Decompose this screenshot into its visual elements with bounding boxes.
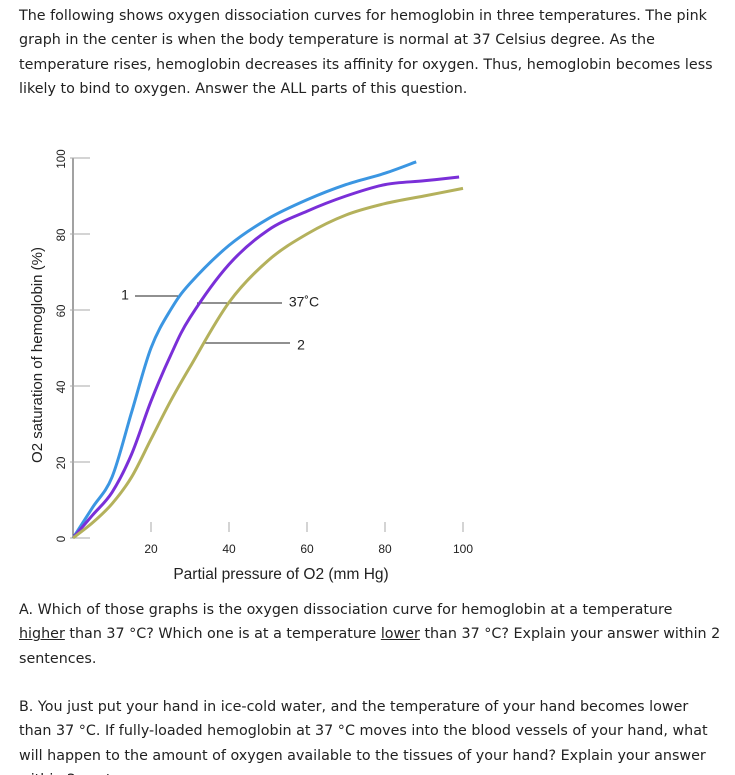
- intro-text: The following shows oxygen dissociation …: [19, 8, 713, 97]
- x-tick-label: 60: [300, 542, 314, 556]
- text: A. Which of those graphs is the oxygen d…: [19, 602, 673, 618]
- chart: O2 saturation of hemoglobin (%) Partial …: [29, 149, 473, 583]
- curve: [71, 175, 460, 539]
- text: higher: [19, 626, 65, 643]
- x-tick-label: 100: [453, 542, 473, 556]
- y-tick-label: 20: [56, 457, 68, 470]
- annotation: 1: [121, 287, 129, 303]
- curve: [71, 160, 417, 539]
- text: lower: [380, 626, 420, 643]
- text: than 37 °C? Which one is at a temperatur…: [64, 626, 381, 643]
- annotation: 37˚C: [289, 294, 319, 310]
- y-axis-label: O2 saturation of hemoglobin (%): [29, 247, 46, 463]
- x-tick-label: 20: [144, 542, 158, 556]
- y-tick-label: 40: [56, 381, 68, 394]
- y-tick-label: 80: [56, 229, 68, 242]
- curve: [72, 186, 464, 540]
- y-tick-label: 0: [56, 536, 68, 542]
- text: than 37 °C? Explain your answer within 2…: [19, 626, 721, 667]
- part-b: B. You just put your hand in ice-cold wa…: [19, 699, 708, 775]
- x-tick-label: 40: [222, 542, 236, 556]
- part-a: A. Which of those graphs is the oxygen d…: [19, 598, 721, 671]
- y-tick-label: 60: [56, 305, 68, 318]
- x-axis-label: Partial pressure of O2 (mm Hg): [173, 566, 388, 583]
- y-tick-label: 100: [56, 149, 68, 168]
- annotation: 2: [297, 337, 305, 353]
- x-tick-label: 80: [378, 542, 392, 556]
